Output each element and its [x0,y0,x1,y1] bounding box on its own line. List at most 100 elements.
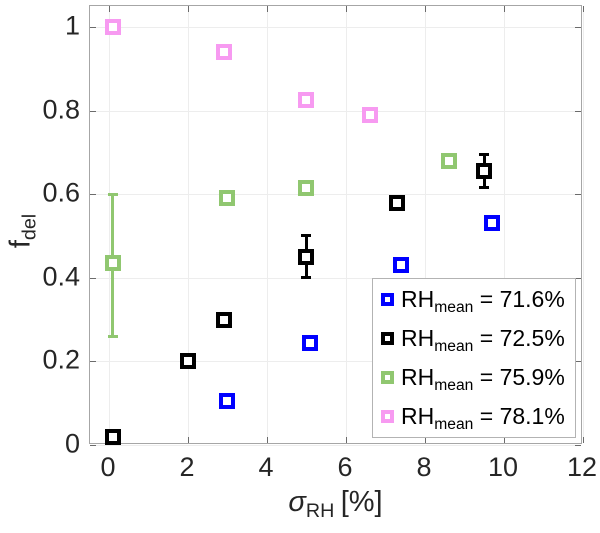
data-point-marker [484,215,501,232]
data-point-marker [361,106,378,123]
x-tick-label: 4 [258,452,274,482]
y-tick-mark [575,194,581,196]
legend-label-subscript: mean [434,377,474,395]
legend-label-value: = 72.5% [479,324,565,351]
legend-label: RHmean = 75.9% [401,364,565,395]
x-tick-mark [266,6,268,12]
y-tick-mark [90,277,96,279]
legend-label-prefix: RH [401,403,435,430]
legend-label-subscript: mean [434,416,474,434]
data-point-marker [215,311,232,328]
y-tick-label: 0.2 [42,344,80,375]
x-tick-mark [108,6,110,12]
y-gridline [90,361,581,363]
x-tick-mark [503,437,505,443]
legend-item: RHmean = 78.1% [381,398,575,436]
y-gridline [90,110,581,112]
legend-square-marker-icon [381,410,394,424]
y-axis-label-symbol: f [4,240,37,249]
y-tick-mark [575,110,581,112]
data-point-marker [298,179,315,196]
data-point-marker [393,257,410,274]
legend-item: RHmean = 75.9% [381,359,575,397]
legend-label-subscript: mean [434,298,474,316]
y-axis-label: fdel [4,213,41,249]
legend-label-prefix: RH [401,364,435,391]
error-bar-cap [301,234,312,238]
x-tick-mark [345,437,347,443]
legend-label-value: = 78.1% [479,403,565,430]
error-bar-cap [301,276,312,280]
y-gridline [90,194,581,196]
y-tick-mark [575,361,581,363]
legend-label-prefix: RH [401,285,435,312]
y-axis-label-subscript: del [18,213,41,241]
x-axis-label-symbol: σ [288,486,306,518]
legend-label: RHmean = 71.6% [401,285,565,316]
legend-square-marker-icon [381,371,394,385]
data-point-marker [219,393,236,410]
x-gridline [583,6,584,443]
x-tick-label: 10 [487,452,519,482]
error-bar-cap [479,186,490,190]
legend-label: RHmean = 78.1% [401,403,565,434]
data-point-marker [298,248,315,265]
y-tick-label: 0.8 [42,94,80,125]
legend-square-marker-icon [381,292,394,306]
y-tick-mark [90,26,96,28]
x-tick-mark [266,437,268,443]
legend: RHmean = 71.6% RHmean = 72.5% RHmean = 75.9… [372,278,576,438]
x-axis-label: σRH [%] [89,486,582,522]
data-point-marker [302,334,319,351]
error-bar-cap [107,334,118,338]
legend-label-prefix: RH [401,324,435,351]
plot-area [89,5,584,446]
x-tick-mark [583,6,584,12]
data-point-marker [215,43,232,60]
x-gridline [187,6,189,443]
data-point-marker [440,152,457,169]
data-point-marker [179,353,196,370]
legend-label: RHmean = 72.5% [401,324,565,355]
y-tick-label: 0.6 [42,177,80,208]
data-point-marker [104,255,121,272]
y-gridline [90,445,581,446]
legend-label-subscript: mean [434,337,474,355]
legend-label-value: = 71.6% [479,285,565,312]
x-tick-mark [424,437,426,443]
y-tick-mark [575,445,581,446]
x-gridline [503,6,505,443]
legend-item: RHmean = 72.5% [381,319,575,357]
x-gridline [266,6,268,443]
data-point-marker [389,194,406,211]
error-bar-cap [107,192,118,196]
x-gridline [345,6,347,443]
y-tick-mark [90,445,96,446]
y-tick-mark [90,110,96,112]
x-tick-mark [503,6,505,12]
x-tick-mark [187,6,189,12]
x-tick-mark [424,6,426,12]
legend-item: RHmean = 71.6% [381,280,575,318]
x-tick-label: 0 [100,452,116,482]
error-bar-cap [479,152,490,156]
y-gridline [90,26,581,28]
legend-label-value: = 75.9% [479,364,565,391]
y-tick-mark [575,277,581,279]
x-tick-mark [583,437,584,443]
y-tick-label: 1 [64,10,80,41]
x-gridline [424,6,426,443]
x-axis-label-suffix: [%] [340,486,383,518]
x-gridline [108,6,110,443]
data-point-marker [476,163,493,180]
y-tick-mark [90,194,96,196]
data-point-marker [104,428,121,445]
y-tick-mark [90,361,96,363]
x-tick-label: 2 [179,452,195,482]
legend-square-marker-icon [381,331,394,345]
y-tick-label: 0 [64,428,80,459]
x-tick-label: 8 [416,452,432,482]
data-point-marker [219,190,236,207]
x-tick-mark [345,6,347,12]
